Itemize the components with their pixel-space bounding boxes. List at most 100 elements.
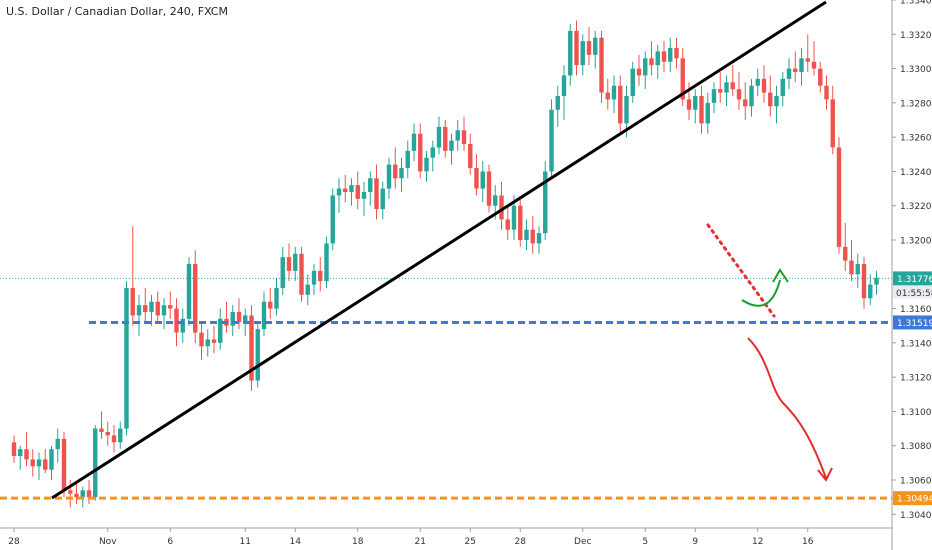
- candle-body: [786, 68, 792, 79]
- trendline: [51, 0, 827, 500]
- candle-body: [24, 449, 29, 460]
- candle-body: [211, 339, 217, 343]
- candle-body: [561, 75, 567, 96]
- candle-body: [436, 126, 442, 148]
- candle-body: [124, 288, 129, 429]
- y-tick-label: 1.30800: [900, 442, 932, 452]
- candles-layer: [11, 20, 879, 508]
- candle-body: [399, 168, 404, 179]
- candle-body: [136, 305, 142, 316]
- candle-body: [268, 301, 273, 309]
- y-tick-label: 1.32600: [900, 134, 932, 144]
- candle-body: [480, 171, 485, 189]
- candle-body: [411, 133, 417, 151]
- candle-body: [49, 449, 54, 470]
- x-tick-label: 14: [290, 537, 302, 547]
- candle-body: [705, 102, 710, 124]
- candle-body: [249, 315, 254, 381]
- candle-body: [568, 30, 573, 76]
- candle-body: [99, 428, 104, 432]
- candle-body: [543, 171, 548, 234]
- candle-body: [43, 459, 48, 470]
- candle-body: [230, 312, 235, 326]
- candle-body: [493, 195, 498, 206]
- candle-body: [686, 99, 692, 110]
- candle-body: [605, 92, 610, 100]
- candle-body: [774, 96, 779, 107]
- candle-body: [368, 178, 373, 192]
- candle-body: [868, 284, 873, 299]
- support-price-label: 1.31519: [897, 319, 932, 329]
- candle-body: [405, 150, 410, 168]
- candle-body: [386, 164, 392, 189]
- candle-body: [518, 205, 523, 240]
- candle-body: [55, 438, 60, 450]
- last-price-label-bg: [893, 271, 932, 286]
- candle-body: [11, 442, 17, 456]
- red-dotted-line: [706, 223, 776, 318]
- target-price-label-bg: [893, 491, 932, 506]
- candle-body: [580, 41, 585, 66]
- candle-body: [724, 82, 729, 93]
- y-tick-label: 1.32000: [900, 237, 932, 247]
- candle-body: [143, 305, 148, 312]
- candle-body: [718, 89, 723, 93]
- y-tick-label: 1.31600: [900, 305, 932, 315]
- candle-body: [505, 219, 510, 230]
- candle-body: [424, 157, 429, 172]
- x-tick-label: 9: [692, 537, 698, 547]
- candle-body: [511, 205, 517, 230]
- candle-body: [549, 109, 554, 172]
- candle-body: [455, 130, 460, 141]
- candle-body: [486, 171, 492, 206]
- candle-body: [649, 58, 654, 66]
- candle-body: [393, 164, 398, 179]
- x-tick-label: 6: [167, 537, 173, 547]
- candle-body: [68, 490, 73, 494]
- candle-body: [343, 188, 348, 192]
- candle-body: [768, 92, 773, 107]
- candle-body: [361, 192, 367, 199]
- x-tick-label: 11: [240, 537, 251, 547]
- candle-body: [418, 133, 423, 172]
- price-axis[interactable]: 1.33400 1.33200 1.33000 1.32800 1.32600 1.324…: [891, 0, 932, 550]
- candle-body: [630, 68, 635, 96]
- candle-body: [811, 61, 817, 69]
- candle-body: [624, 96, 629, 124]
- candle-body: [593, 37, 598, 55]
- candle-body: [643, 58, 648, 76]
- candle-body: [305, 284, 310, 295]
- candle-body: [118, 428, 123, 443]
- countdown-label: 01:55:58: [896, 289, 932, 299]
- drawings-layer: [0, 0, 892, 500]
- y-tick-label: 1.31400: [900, 339, 932, 349]
- candle-body: [324, 243, 329, 282]
- candle-body: [336, 188, 342, 196]
- candle-body: [824, 85, 829, 100]
- candle-body: [755, 78, 760, 86]
- candle-body: [636, 68, 642, 76]
- candle-body: [668, 48, 673, 62]
- candle-body: [730, 82, 735, 90]
- candle-body: [849, 260, 854, 275]
- candle-body: [799, 58, 804, 72]
- candle-body: [780, 78, 785, 96]
- candle-body: [743, 99, 748, 107]
- candle-body: [180, 318, 185, 333]
- x-tick-label: 25: [465, 537, 476, 547]
- candle-body: [74, 493, 79, 498]
- candle-body: [93, 428, 98, 498]
- candle-body: [161, 305, 167, 316]
- candle-body: [186, 264, 192, 319]
- time-axis[interactable]: 28 Nov 6 11 14 18 21 25 28 Dec 5 9 12 16: [0, 527, 892, 547]
- candle-body: [843, 246, 848, 261]
- support-price-label-bg: [893, 315, 932, 330]
- x-tick-label: 28: [515, 537, 527, 547]
- candle-body: [111, 435, 117, 443]
- green-arrow: [741, 279, 781, 307]
- y-tick-label: 1.32800: [900, 99, 932, 109]
- candle-body: [261, 301, 267, 330]
- green-arrowhead: [772, 268, 789, 283]
